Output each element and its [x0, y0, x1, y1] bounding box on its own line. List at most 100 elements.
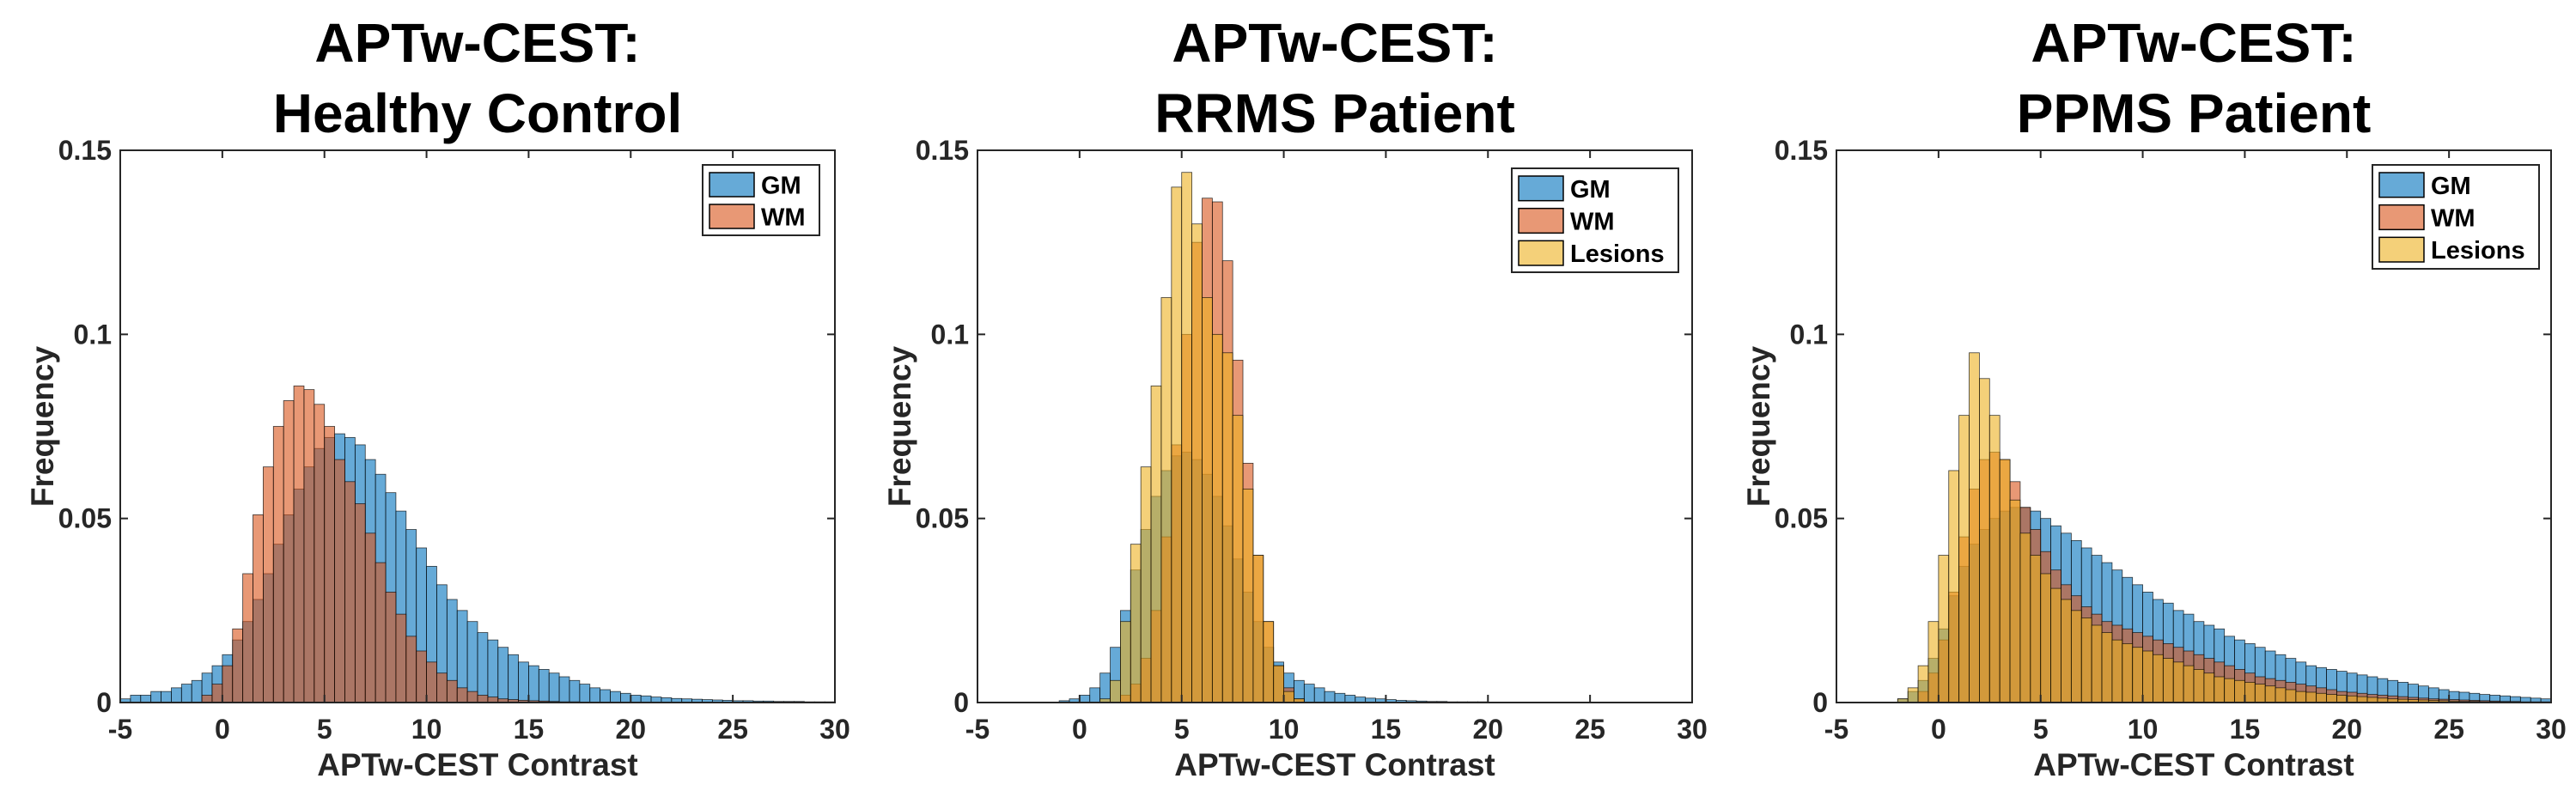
histogram-bar [140, 695, 152, 703]
histogram-bar [283, 400, 295, 703]
chart-title-line: APTw-CEST: [1172, 12, 1497, 74]
legend-swatch-wm [1518, 207, 1564, 234]
legend-label-wm: WM [1570, 209, 1615, 236]
histogram-bar [262, 466, 274, 703]
histogram-bar [375, 562, 387, 703]
axes-frame [977, 149, 1693, 703]
histogram-bar [2326, 694, 2337, 703]
histogram-bar [1313, 687, 1325, 703]
histogram-bar [130, 695, 142, 703]
histogram-bar [2153, 654, 2164, 703]
y-tick-label: 0.15 [1775, 135, 1828, 166]
x-tick-label: 10 [2128, 714, 2159, 745]
histogram-bar [293, 385, 305, 703]
histogram-bar [1110, 679, 1121, 703]
histogram-bar [2142, 650, 2153, 703]
histogram-bar [1344, 695, 1356, 703]
legend-label-gm: GM [761, 173, 801, 200]
histogram-bar [1242, 488, 1254, 703]
legend-swatch-lesions [2378, 236, 2425, 263]
histogram-bar [2214, 676, 2226, 703]
axes-frame [119, 149, 836, 703]
histogram-bar [242, 573, 253, 703]
x-tick-label: 25 [2433, 714, 2464, 745]
histogram-bar [508, 654, 519, 703]
y-tick-label: 0 [96, 687, 112, 718]
histogram-bar [1150, 385, 1162, 703]
histogram-bar [436, 672, 448, 703]
histogram-bar [2335, 695, 2348, 703]
histogram-bar [2070, 610, 2082, 703]
histogram-bar [2162, 658, 2174, 703]
histogram-bar [171, 687, 182, 703]
histogram-bar [2203, 672, 2215, 703]
histogram-bar [2040, 573, 2051, 703]
y-tick-label: 0.05 [916, 503, 969, 534]
series-lesions [1897, 352, 2511, 703]
x-tick-label: 5 [317, 714, 332, 745]
chart-healthy-control: APTw-CEST:Healthy Control-5 0 5 10 15 20 25 300… [25, 12, 850, 782]
x-tick-label: 15 [2230, 714, 2261, 745]
histogram-bar [1211, 333, 1223, 703]
legend: GM WM Lesions [2372, 164, 2540, 270]
histogram-bar [2172, 661, 2184, 703]
y-axis-label: Frequency [1741, 346, 1776, 508]
y-axis-label: Frequency [882, 346, 917, 508]
histogram-bar [2295, 691, 2307, 703]
x-tick-label: 10 [411, 714, 442, 745]
x-tick-label: 0 [1931, 714, 1946, 745]
legend-swatch-gm [709, 172, 755, 198]
histogram-bar [2234, 679, 2245, 703]
histogram-bar [2346, 695, 2358, 703]
histogram-bar [2111, 639, 2123, 703]
x-axis-label: APTw-CEST Contrast [2033, 747, 2354, 782]
histogram-bar [2080, 618, 2092, 703]
chart-title-line: PPMS Patient [2017, 82, 2372, 144]
histogram-bar [1140, 466, 1152, 703]
histogram-bar [2275, 687, 2287, 703]
histogram-bar [1221, 352, 1233, 703]
histogram-bar [456, 687, 468, 703]
x-tick-label: 10 [1269, 714, 1300, 745]
legend-swatch-gm [2378, 172, 2425, 198]
histogram-bar [446, 679, 458, 703]
histogram-bars [1058, 172, 1530, 703]
x-tick-label: 30 [2536, 714, 2567, 745]
histogram-bar [620, 692, 631, 703]
axes-frame [1836, 149, 2552, 703]
chart-ppms-patient: APTw-CEST:PPMS Patient-5 0 5 10 15 20 25 3000.0… [1741, 12, 2567, 782]
y-tick-label: 0.1 [931, 319, 969, 350]
histogram-bar [558, 676, 570, 703]
histogram-bar [1303, 684, 1315, 703]
histogram-bar [222, 665, 234, 703]
histogram-bar [253, 514, 264, 703]
histogram-bar [610, 691, 621, 703]
y-tick-label: 0 [953, 687, 969, 718]
histogram-bar [466, 691, 478, 703]
x-tick-label: -5 [108, 714, 132, 745]
legend-label-wm: WM [2431, 205, 2476, 233]
chart-rrms-patient: APTw-CEST:RRMS Patient-5 0 5 10 15 20 25 3000.0… [882, 12, 1708, 782]
chart-title-line: APTw-CEST: [314, 12, 640, 74]
series-lesions [1099, 172, 1305, 703]
histogram-bar [272, 426, 284, 703]
legend-swatch-wm [709, 204, 755, 229]
legend: GM WM [702, 164, 820, 236]
x-tick-label: 20 [2331, 714, 2362, 745]
histogram-bar [2030, 555, 2042, 703]
x-tick-label: 25 [1574, 714, 1605, 745]
histogram-bar [2132, 647, 2143, 703]
chart-title-line: Healthy Control [273, 82, 682, 144]
y-axis-label: Frequency [25, 346, 60, 508]
histogram-bar [538, 669, 550, 703]
histogram-bar [569, 679, 581, 703]
histogram-bar [2009, 499, 2021, 703]
y-tick-label: 0.05 [1775, 503, 1828, 534]
histogram-bar [1263, 621, 1275, 703]
histogram-bar [1089, 687, 1101, 703]
histogram-bar [1252, 555, 1264, 703]
histogram-bar [354, 503, 366, 703]
x-tick-label: 25 [717, 714, 748, 745]
x-tick-label: 5 [1174, 714, 1190, 745]
